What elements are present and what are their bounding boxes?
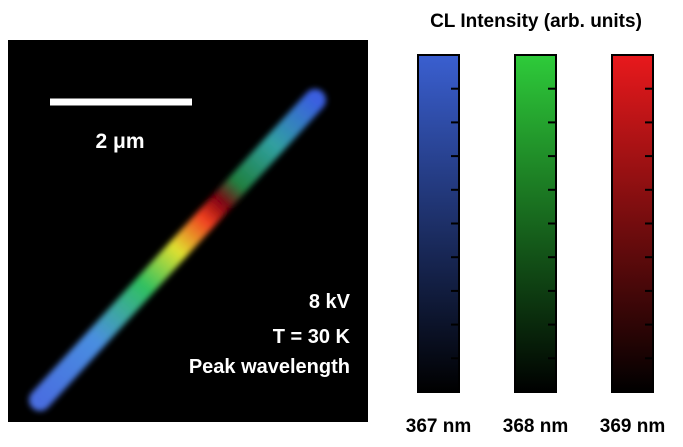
colorbar-label: 367 nm [406, 416, 471, 437]
condition: Peak wavelength [189, 356, 350, 378]
scale-bar-label: 2 μm [95, 130, 144, 153]
nanowire [29, 89, 326, 411]
condition: T = 30 K [273, 326, 351, 348]
legend-title: CL Intensity (arb. units) [430, 11, 642, 32]
condition: 8 kV [309, 291, 351, 313]
colorbar [611, 54, 654, 393]
colorbar-label: 369 nm [600, 416, 665, 437]
colorbar-label: 368 nm [503, 416, 568, 437]
